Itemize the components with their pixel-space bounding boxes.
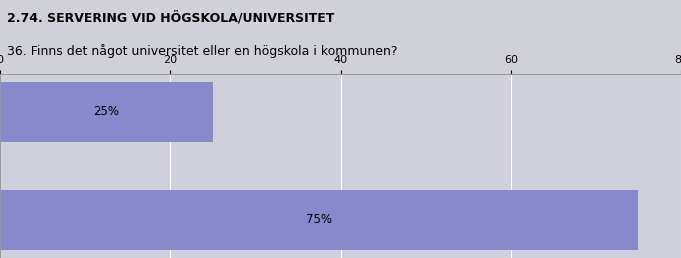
Bar xyxy=(0,82,212,142)
Bar xyxy=(0,190,639,250)
Text: 2.74. SERVERING VID HÖGSKOLA/UNIVERSITET: 2.74. SERVERING VID HÖGSKOLA/UNIVERSITET xyxy=(7,11,334,25)
Text: 25%: 25% xyxy=(93,105,119,118)
Text: 75%: 75% xyxy=(306,213,332,227)
Text: 36. Finns det något universitet eller en högskola i kommunen?: 36. Finns det något universitet eller en… xyxy=(7,44,397,58)
